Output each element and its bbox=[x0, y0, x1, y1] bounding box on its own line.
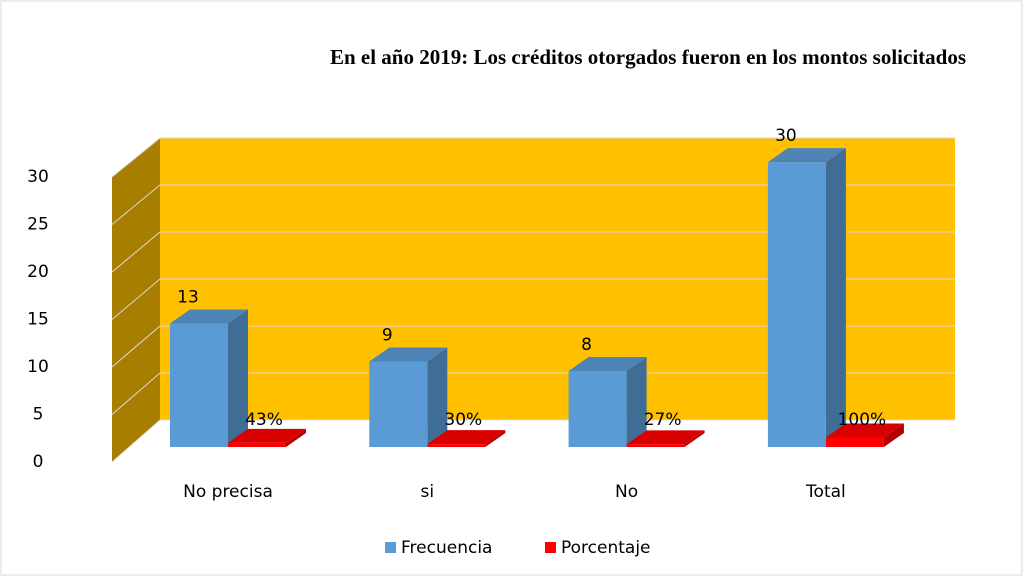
bar bbox=[767, 162, 826, 447]
x-tick-label: si bbox=[421, 482, 435, 502]
bar-top bbox=[427, 430, 506, 445]
bar bbox=[626, 444, 685, 447]
y-tick-label: 0 bbox=[33, 452, 44, 472]
y-tick-label: 5 bbox=[33, 405, 44, 425]
y-tick-label: 30 bbox=[27, 167, 49, 187]
data-label: 43% bbox=[245, 410, 283, 430]
bar-top bbox=[825, 423, 904, 438]
legend-swatch bbox=[545, 542, 556, 553]
x-tick-label: No precisa bbox=[183, 482, 273, 502]
y-tick-label: 25 bbox=[27, 215, 49, 235]
y-tick-label: 15 bbox=[27, 310, 49, 330]
bar bbox=[568, 371, 627, 447]
grid-line bbox=[111, 184, 955, 225]
grid-line bbox=[111, 278, 955, 320]
bar-top bbox=[369, 347, 448, 362]
bar-side bbox=[825, 148, 846, 447]
legend-swatch bbox=[385, 542, 396, 553]
data-label: 30% bbox=[444, 410, 482, 430]
data-label: 9 bbox=[382, 326, 393, 346]
grid-line bbox=[111, 419, 955, 463]
x-tick-label: Total bbox=[805, 482, 846, 502]
legend-label: Frecuencia bbox=[401, 538, 492, 558]
data-label: 100% bbox=[838, 410, 887, 430]
bar-top bbox=[228, 428, 306, 443]
bar-side bbox=[286, 428, 306, 447]
bar bbox=[228, 442, 286, 447]
data-label: 30 bbox=[775, 126, 797, 146]
bar-top bbox=[767, 148, 846, 163]
grid-line bbox=[111, 231, 955, 273]
chart-title: En el año 2019: Los créditos otorgados f… bbox=[329, 45, 967, 69]
grid-line bbox=[111, 325, 955, 368]
grid-line bbox=[111, 137, 955, 178]
legend-label: Porcentaje bbox=[561, 538, 651, 558]
bar-side bbox=[626, 357, 647, 447]
y-tick-label: 20 bbox=[27, 262, 49, 282]
grid-line bbox=[111, 372, 955, 415]
bar-side bbox=[228, 309, 248, 447]
bar bbox=[427, 444, 486, 447]
bar-side bbox=[684, 430, 705, 447]
bar-side bbox=[427, 347, 448, 447]
side-wall bbox=[112, 138, 160, 462]
bar-top bbox=[626, 430, 705, 445]
bar bbox=[825, 437, 884, 447]
data-label: 13 bbox=[177, 288, 199, 308]
bar-side bbox=[485, 430, 506, 447]
bar-side bbox=[883, 423, 904, 447]
x-tick-label: No bbox=[615, 482, 638, 502]
data-label: 27% bbox=[644, 410, 682, 430]
bar bbox=[369, 361, 428, 447]
y-tick-label: 10 bbox=[27, 357, 49, 377]
data-label: 8 bbox=[581, 335, 592, 355]
bar-top bbox=[170, 309, 248, 324]
bar-top bbox=[568, 357, 647, 372]
bar bbox=[170, 323, 228, 447]
